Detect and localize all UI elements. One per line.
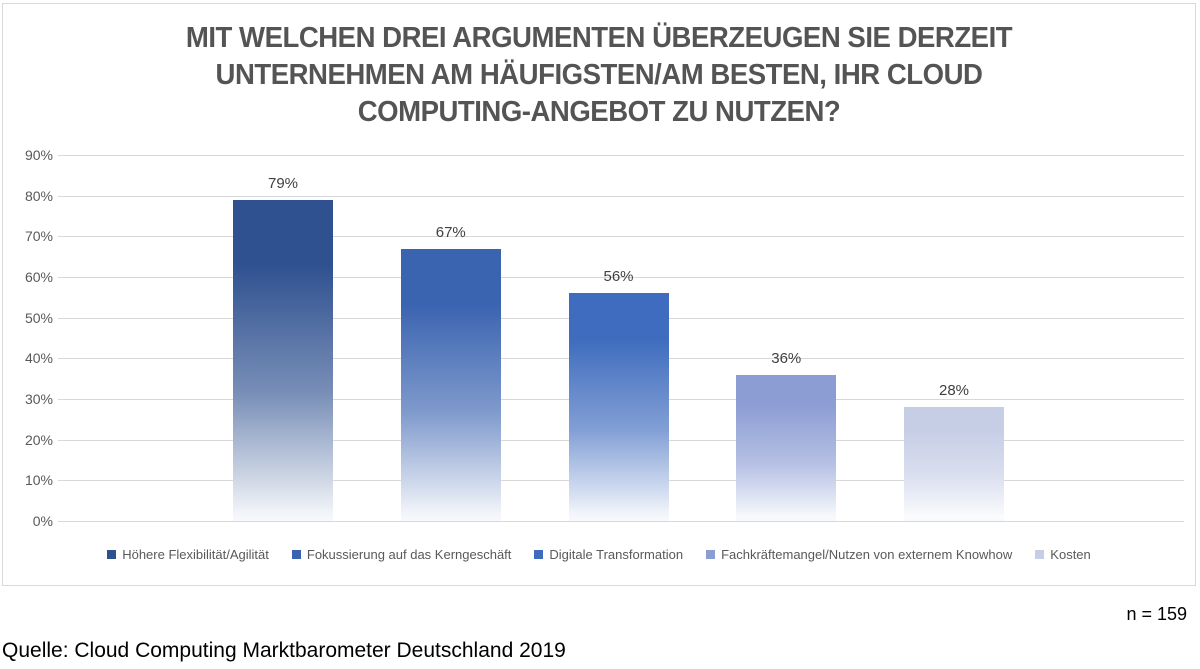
legend-swatch <box>291 550 301 559</box>
y-axis-tick-label: 0% <box>32 513 53 529</box>
bar-value-label: 56% <box>603 268 634 286</box>
plot-area: 79% 67% 56% 36% 28% <box>58 155 1184 522</box>
bar <box>736 374 837 521</box>
legend-swatch <box>706 550 716 559</box>
bar <box>568 293 669 521</box>
legend-label: Höhere Flexibilität/Agilität <box>122 547 269 562</box>
bar-value-label: 79% <box>267 174 299 192</box>
legend-item: Höhere Flexibilität/Agilität <box>107 547 269 562</box>
gridline <box>58 155 1184 156</box>
y-axis-tick-label: 10% <box>24 472 53 489</box>
chart-title-line-1: MIT WELCHEN DREI ARGUMENTEN ÜBERZEUGEN S… <box>185 22 1013 54</box>
bar-value-label: 36% <box>771 349 802 367</box>
bar-value-label: 67% <box>435 223 466 241</box>
gridline <box>58 277 1184 278</box>
legend-item: Kosten <box>1035 547 1091 562</box>
source-caption: Quelle: Cloud Computing Marktbarometer D… <box>2 639 566 662</box>
legend-swatch <box>1035 550 1045 559</box>
legend-item: Digitale Transformation <box>534 547 683 562</box>
gridline <box>58 195 1184 197</box>
y-axis: 90% 80% 70% 60% 50% 40% 30% 20% 10% 0% <box>15 147 53 529</box>
gridline <box>58 521 1184 522</box>
legend-label: Fokussierung auf das Kerngeschäft <box>306 547 512 562</box>
y-axis-tick-label: 30% <box>24 391 53 407</box>
legend-label: Digitale Transformation <box>549 547 684 562</box>
bar <box>904 407 1004 521</box>
chart-container: MIT WELCHEN DREI ARGUMENTEN ÜBERZEUGEN S… <box>2 3 1196 586</box>
chart-title-line-2: UNTERNEHMEN AM HÄUFIGSTEN/AM BESTEN, IHR… <box>215 59 983 91</box>
legend-swatch <box>534 550 544 559</box>
chart-title: MIT WELCHEN DREI ARGUMENTEN ÜBERZEUGEN S… <box>33 20 1165 131</box>
legend-item: Fachkräftemangel/Nutzen von externem Kno… <box>706 547 1012 562</box>
sample-size-label: n = 159 <box>1126 604 1187 624</box>
chart-legend: Höhere Flexibilität/Agilität Fokussierung… <box>3 547 1195 562</box>
y-axis-tick-label: 70% <box>24 228 53 245</box>
chart-title-line-3: COMPUTING-ANGEBOT ZU NUTZEN? <box>357 96 841 128</box>
y-axis-tick-label: 50% <box>24 309 53 326</box>
legend-label: Fachkräftemangel/Nutzen von externem Kno… <box>721 547 1013 562</box>
y-axis-tick-label: 60% <box>24 269 53 285</box>
gridline <box>58 236 1184 238</box>
legend-label: Kosten <box>1050 547 1091 562</box>
legend-item: Fokussierung auf das Kerngeschäft <box>291 547 512 562</box>
bar <box>400 248 501 521</box>
y-axis-tick-label: 40% <box>24 350 53 367</box>
bar-value-label: 28% <box>938 382 970 400</box>
legend-swatch <box>107 550 117 559</box>
bar <box>233 199 333 521</box>
y-axis-tick-label: 20% <box>24 431 53 448</box>
y-axis-tick-label: 80% <box>24 187 53 204</box>
y-axis-tick-label: 90% <box>24 147 53 163</box>
